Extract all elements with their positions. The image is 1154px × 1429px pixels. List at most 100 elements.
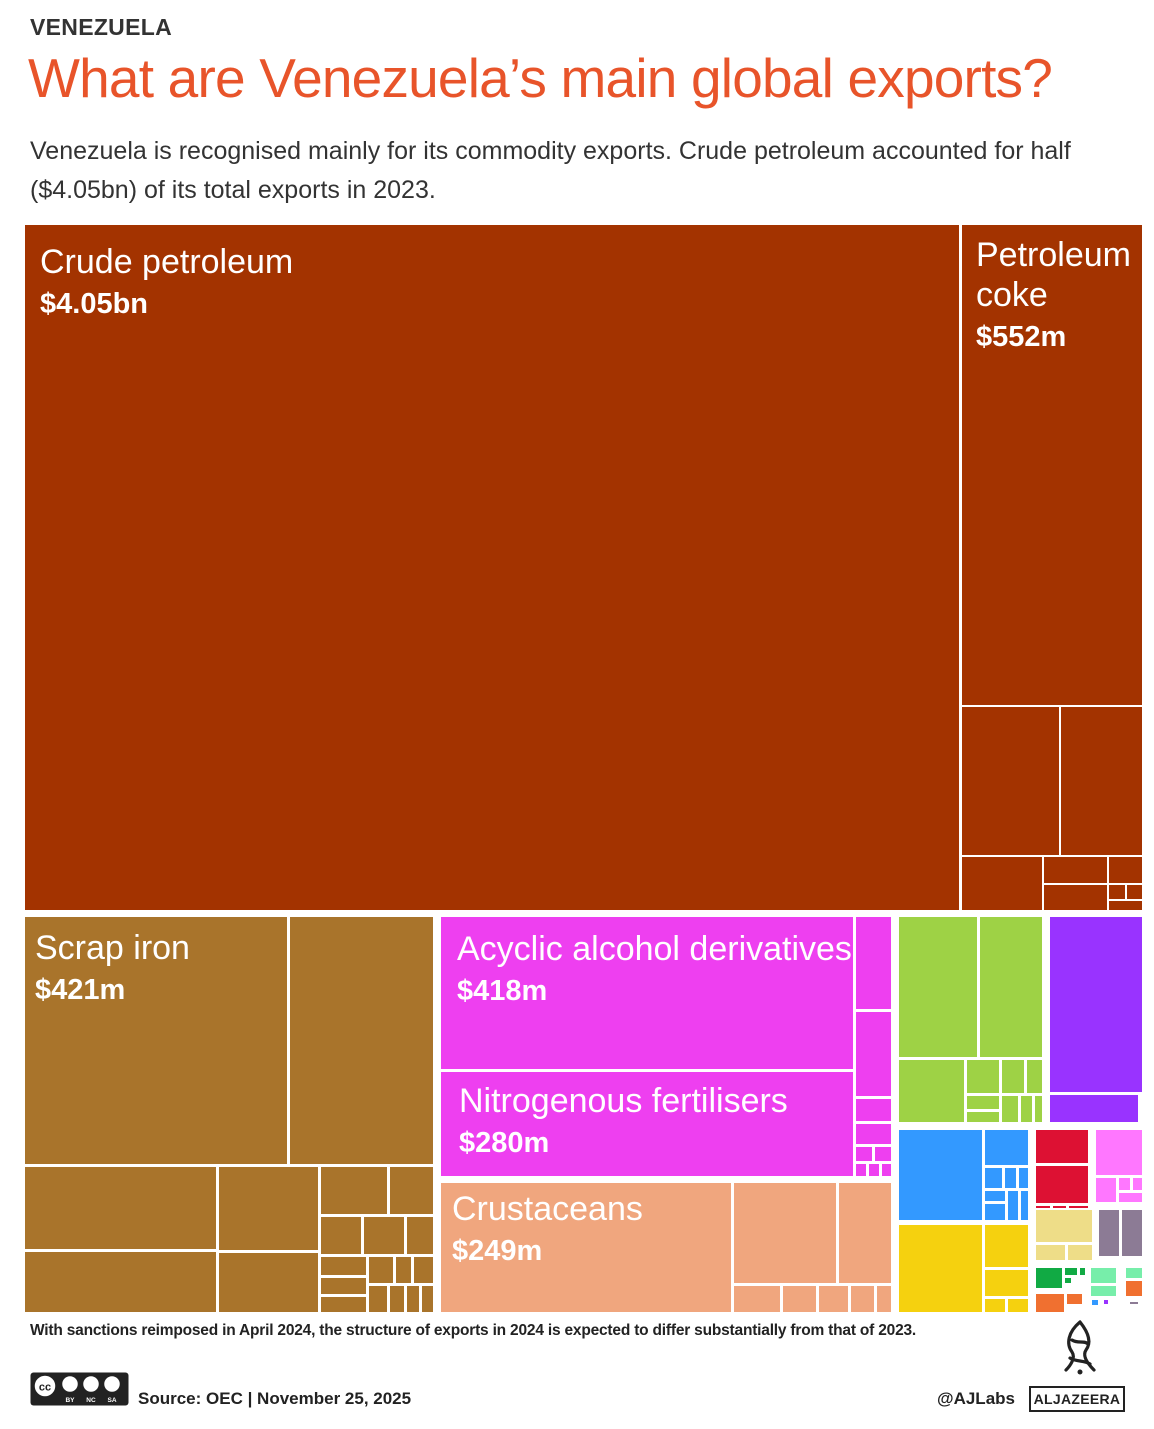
tile-metals-minor xyxy=(407,1217,433,1254)
aljazeera-calligraphy-logo-icon xyxy=(1064,1320,1096,1375)
tile-animal-products-minor xyxy=(851,1286,874,1312)
tile-metals-minor xyxy=(414,1257,433,1283)
tile-metals-minor xyxy=(390,1286,404,1312)
tile-vegetable-products-minor xyxy=(967,1060,999,1093)
treemap-chart: Crude petroleum $4.05bn Petroleum coke $552m… xyxy=(25,225,1142,1312)
tile-product-category-minor xyxy=(1019,1168,1028,1188)
tile-product-category-minor xyxy=(1096,1130,1142,1175)
tile-product-category-minor xyxy=(1036,1268,1062,1288)
tile-metals-minor xyxy=(422,1286,433,1312)
tile-animal-products-minor xyxy=(877,1286,891,1312)
tile-product-category-minor xyxy=(1036,1130,1088,1163)
creative-commons-license-icon: cc BY NC SA xyxy=(30,1372,129,1406)
source-line: Source: OEC | November 25, 2025 xyxy=(138,1389,412,1408)
tile-product-category-minor xyxy=(1119,1193,1142,1202)
tile-product-category-minor xyxy=(1005,1168,1016,1188)
tile-vegetable-products-minor xyxy=(1002,1060,1024,1093)
tile-metals-minor xyxy=(25,1252,216,1312)
tile-scrap-iron xyxy=(25,917,287,1164)
tile-chemical-products-minor xyxy=(875,1147,891,1161)
label-nitrogenous-fertilisers: Nitrogenous fertilisers xyxy=(459,1082,788,1120)
tile-vegetable-products-minor xyxy=(899,1060,964,1122)
chart-subtitle: Venezuela is recognised mainly for its c… xyxy=(30,137,1071,204)
tile-chemical-products-minor xyxy=(856,1012,891,1096)
tile-product-category-minor xyxy=(1080,1268,1085,1275)
tile-product-category-minor xyxy=(985,1299,1005,1312)
tile-product-category-minor xyxy=(1036,1294,1064,1312)
value-acyclic-alcohol-derivatives: $418m xyxy=(457,975,547,1007)
tile-product-category-minor xyxy=(1036,1206,1050,1208)
tile-product-category-minor xyxy=(1067,1294,1082,1304)
tile-product-category-minor xyxy=(985,1168,1002,1188)
tile-metals-minor xyxy=(321,1217,361,1254)
tile-metals-minor xyxy=(290,917,433,1164)
tile-product-category-minor xyxy=(1050,917,1142,1092)
tile-mineral-products-minor xyxy=(1127,885,1142,899)
license-nc: NC xyxy=(86,1397,96,1404)
social-handle: @AJLabs xyxy=(937,1389,1015,1408)
tile-product-category-minor xyxy=(1092,1300,1098,1305)
tile-product-category-minor xyxy=(985,1225,1028,1267)
tile-product-category-minor xyxy=(899,1130,982,1220)
label-crustaceans: Crustaceans xyxy=(452,1190,643,1228)
tile-mineral-products-minor xyxy=(1109,857,1142,883)
label-acyclic-alcohol-derivatives: Acyclic alcohol derivatives xyxy=(457,930,852,968)
tile-mineral-products-minor xyxy=(962,707,1059,855)
tile-product-category-minor xyxy=(985,1270,1028,1296)
tile-product-category-minor xyxy=(1126,1281,1142,1296)
tile-animal-products-minor xyxy=(734,1286,780,1312)
tile-nitrogenous-fertilisers xyxy=(441,1072,853,1176)
tile-product-category-minor xyxy=(1119,1178,1130,1190)
tile-product-category-minor xyxy=(1096,1178,1116,1202)
tile-product-category-minor xyxy=(1036,1210,1092,1242)
tile-product-category-minor xyxy=(1065,1268,1077,1275)
tile-animal-products-minor xyxy=(783,1286,816,1312)
tile-metals-minor xyxy=(219,1167,318,1250)
tile-mineral-products-minor xyxy=(1044,857,1107,883)
tile-product-category-minor xyxy=(1053,1206,1066,1208)
tile-chemical-products-minor xyxy=(856,917,891,1009)
footnote: With sanctions reimposed in April 2024, … xyxy=(30,1322,917,1339)
tile-vegetable-products-minor xyxy=(967,1112,999,1122)
tile-chemical-products-minor xyxy=(856,1147,872,1161)
tile-vegetable-products-minor xyxy=(1027,1060,1042,1093)
tile-metals-minor xyxy=(396,1257,411,1283)
tile-animal-products-minor xyxy=(734,1183,836,1283)
label-petroleum-coke: Petroleum coke xyxy=(976,236,1131,314)
tile-mineral-products-minor xyxy=(1109,885,1125,899)
tile-animal-products-minor xyxy=(819,1286,848,1312)
tile-vegetable-products-minor xyxy=(1021,1096,1032,1122)
tile-metals-minor xyxy=(369,1286,387,1312)
tile-metals-minor xyxy=(219,1253,318,1312)
tile-acyclic-alcohol-derivatives xyxy=(441,917,853,1069)
tile-metals-minor xyxy=(321,1257,366,1275)
tile-product-category-minor xyxy=(1021,1191,1028,1220)
chart-title: What are Venezuela’s main global exports… xyxy=(28,47,1053,109)
tile-product-category-minor xyxy=(1069,1206,1088,1208)
tile-metals-minor xyxy=(321,1278,366,1294)
value-petroleum-coke: $552m xyxy=(976,321,1066,353)
tile-vegetable-products-minor xyxy=(980,917,1042,1057)
tile-vegetable-products-minor xyxy=(1002,1096,1018,1122)
tile-vegetable-products-minor xyxy=(899,917,977,1057)
tile-product-category-minor xyxy=(985,1191,1005,1201)
tile-product-category-minor xyxy=(1008,1191,1018,1220)
tile-product-category-minor xyxy=(1126,1268,1142,1278)
tile-crude-petroleum xyxy=(25,225,959,910)
value-crude-petroleum: $4.05bn xyxy=(40,288,148,320)
tile-crustaceans xyxy=(441,1183,731,1312)
tile-product-category-minor xyxy=(1099,1210,1119,1256)
tile-chemical-products-minor xyxy=(869,1164,879,1176)
tile-product-category-minor xyxy=(985,1130,1028,1165)
tile-product-category-minor xyxy=(1104,1300,1108,1304)
license-sa: SA xyxy=(107,1397,116,1404)
tile-vegetable-products-minor xyxy=(1035,1096,1042,1122)
tile-metals-minor xyxy=(369,1257,393,1283)
tile-product-category-minor xyxy=(1130,1302,1138,1304)
tile-chemical-products-minor xyxy=(882,1164,891,1176)
tile-metals-minor xyxy=(364,1217,404,1254)
tile-product-category-minor xyxy=(1122,1210,1142,1256)
tile-chemical-products-minor xyxy=(856,1099,891,1121)
tile-product-category-minor xyxy=(1091,1268,1116,1283)
tile-product-category-minor xyxy=(1008,1299,1028,1312)
